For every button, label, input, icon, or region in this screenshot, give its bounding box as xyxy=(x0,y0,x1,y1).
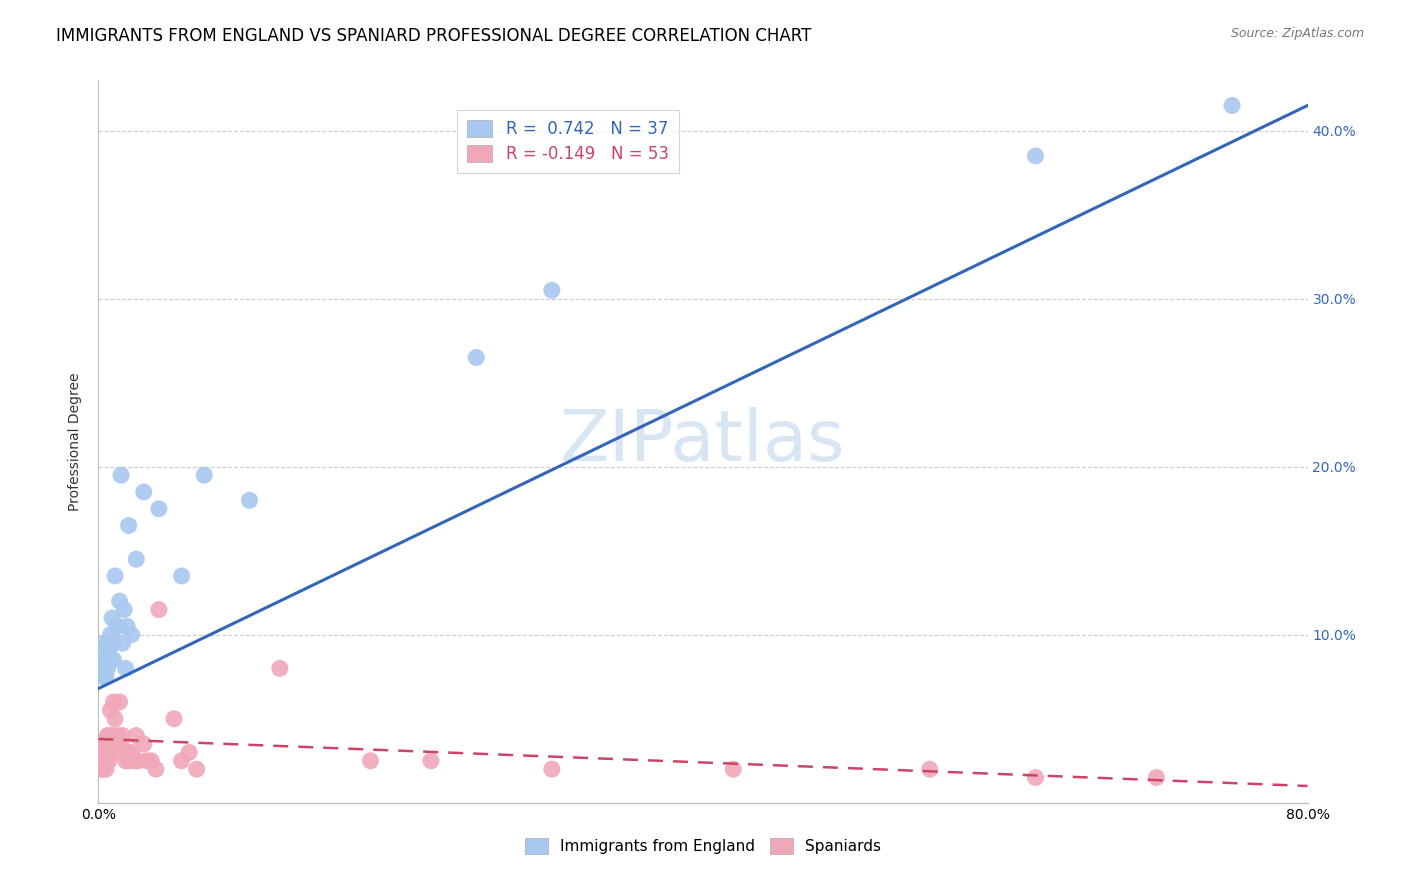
Point xyxy=(125,552,148,566)
Point xyxy=(918,762,941,776)
Point xyxy=(100,653,122,667)
Point xyxy=(103,737,125,751)
Point xyxy=(93,737,115,751)
Point xyxy=(135,754,157,768)
Point xyxy=(91,737,114,751)
Point xyxy=(163,712,186,726)
Point xyxy=(1144,771,1167,785)
Y-axis label: Professional Degree: Professional Degree xyxy=(69,372,83,511)
Point xyxy=(132,737,155,751)
Point xyxy=(91,754,114,768)
Point xyxy=(193,468,215,483)
Point xyxy=(94,653,117,667)
Point xyxy=(105,619,128,633)
Point xyxy=(110,737,132,751)
Point xyxy=(1024,771,1046,785)
Point xyxy=(114,754,136,768)
Point xyxy=(101,636,124,650)
Point xyxy=(96,636,118,650)
Point xyxy=(101,745,124,759)
Point xyxy=(100,628,122,642)
Point xyxy=(98,644,121,658)
Point xyxy=(269,661,291,675)
Point xyxy=(98,729,121,743)
Point xyxy=(101,611,124,625)
Point xyxy=(420,754,443,768)
Point xyxy=(111,729,134,743)
Point xyxy=(125,729,148,743)
Point xyxy=(103,653,125,667)
Point xyxy=(94,754,117,768)
Point xyxy=(112,602,135,616)
Point xyxy=(103,636,125,650)
Point xyxy=(114,661,136,675)
Point xyxy=(107,729,129,743)
Point xyxy=(90,661,112,675)
Point xyxy=(118,518,141,533)
Point xyxy=(90,745,112,759)
Point xyxy=(93,754,115,768)
Point xyxy=(108,594,131,608)
Point xyxy=(111,636,134,650)
Point xyxy=(132,485,155,500)
Point xyxy=(723,762,745,776)
Point xyxy=(540,283,562,297)
Text: Source: ZipAtlas.com: Source: ZipAtlas.com xyxy=(1230,27,1364,40)
Point xyxy=(96,729,118,743)
Point xyxy=(124,754,146,768)
Point xyxy=(104,712,127,726)
Point xyxy=(121,628,143,642)
Point xyxy=(107,619,129,633)
Point xyxy=(93,653,115,667)
Point xyxy=(100,745,122,759)
Point xyxy=(239,493,262,508)
Point xyxy=(110,468,132,483)
Text: ZIPatlas: ZIPatlas xyxy=(560,407,846,476)
Point xyxy=(93,636,115,650)
Point xyxy=(96,745,118,759)
Point xyxy=(115,619,138,633)
Point xyxy=(141,754,163,768)
Point xyxy=(360,754,382,768)
Point xyxy=(465,351,488,365)
Point xyxy=(94,670,117,684)
Point xyxy=(98,737,121,751)
Point xyxy=(104,569,127,583)
Point xyxy=(170,754,193,768)
Point xyxy=(94,644,117,658)
Point xyxy=(91,670,114,684)
Point xyxy=(100,703,122,717)
Point xyxy=(96,661,118,675)
Point xyxy=(101,729,124,743)
Point xyxy=(186,762,208,776)
Point xyxy=(98,754,121,768)
Point xyxy=(127,754,149,768)
Point xyxy=(94,762,117,776)
Point xyxy=(94,745,117,759)
Point xyxy=(1024,149,1046,163)
Point xyxy=(540,762,562,776)
Point xyxy=(93,745,115,759)
Point xyxy=(112,745,135,759)
Point xyxy=(103,695,125,709)
Point xyxy=(121,745,143,759)
Legend: Immigrants from England, Spaniards: Immigrants from England, Spaniards xyxy=(519,832,887,860)
Point xyxy=(91,762,114,776)
Point xyxy=(145,762,167,776)
Text: IMMIGRANTS FROM ENGLAND VS SPANIARD PROFESSIONAL DEGREE CORRELATION CHART: IMMIGRANTS FROM ENGLAND VS SPANIARD PROF… xyxy=(56,27,811,45)
Point xyxy=(90,762,112,776)
Point xyxy=(148,602,170,616)
Point xyxy=(118,754,141,768)
Point xyxy=(148,501,170,516)
Point xyxy=(108,695,131,709)
Point xyxy=(1220,98,1243,112)
Point xyxy=(170,569,193,583)
Point xyxy=(179,745,201,759)
Point xyxy=(115,745,138,759)
Point xyxy=(105,737,128,751)
